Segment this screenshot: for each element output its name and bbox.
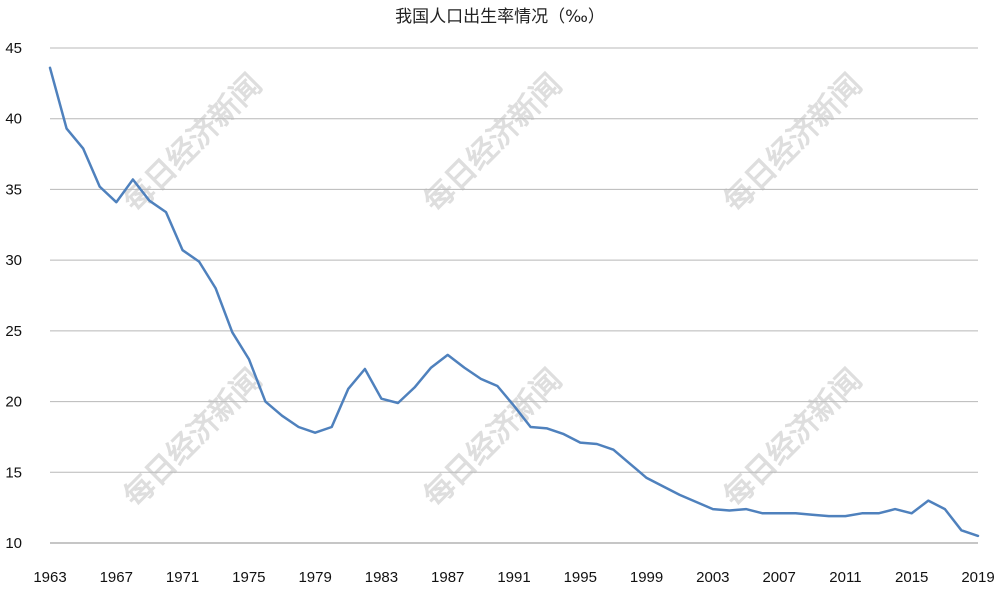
- data-point: [761, 512, 764, 515]
- x-tick-label: 1971: [166, 569, 199, 586]
- x-tick-label: 1967: [100, 569, 133, 586]
- data-point: [943, 508, 946, 510]
- data-point: [811, 513, 814, 516]
- data-point: [662, 485, 665, 488]
- data-point: [446, 354, 449, 356]
- data-point: [65, 127, 68, 130]
- data-point: [214, 287, 217, 290]
- x-tick-label: 1963: [33, 569, 66, 586]
- x-tick-label: 1975: [232, 569, 265, 586]
- data-point: [148, 199, 151, 202]
- data-point: [827, 515, 830, 518]
- data-point: [131, 178, 134, 181]
- data-point: [595, 443, 598, 445]
- x-tick-label: 2019: [961, 569, 994, 586]
- data-point: [479, 378, 482, 380]
- data-point: [198, 260, 201, 263]
- series-layer: [48, 66, 980, 538]
- data-point: [894, 508, 897, 510]
- data-point: [745, 508, 747, 510]
- data-point: [645, 477, 648, 479]
- data-point: [778, 512, 781, 515]
- x-tick-label: 2003: [696, 569, 729, 586]
- data-point: [513, 404, 515, 407]
- data-point: [165, 211, 167, 213]
- data-point: [960, 529, 963, 532]
- data-point: [629, 462, 631, 465]
- data-point: [397, 402, 399, 404]
- x-tick-label: 2015: [895, 569, 928, 586]
- data-point: [330, 426, 333, 428]
- data-point: [181, 249, 184, 252]
- data-point: [794, 512, 797, 515]
- data-point: [728, 509, 731, 512]
- data-point: [579, 441, 582, 444]
- data-point: [877, 512, 880, 515]
- y-axis-tick-labels: 10 15 20 25 30 35 40 45: [5, 40, 22, 552]
- x-tick-label: 2007: [762, 569, 795, 586]
- data-point: [695, 501, 698, 503]
- y-tick-label: 15: [5, 464, 22, 481]
- y-tick-label: 25: [5, 323, 22, 340]
- data-point: [977, 535, 979, 537]
- x-tick-label: 2011: [829, 569, 861, 586]
- data-point: [281, 414, 283, 417]
- data-point: [380, 397, 383, 400]
- y-tick-label: 10: [5, 535, 22, 552]
- data-point: [463, 366, 466, 369]
- y-tick-label: 30: [5, 252, 22, 269]
- data-point: [430, 366, 433, 369]
- data-point: [927, 499, 930, 502]
- watermark-text: 每日经济新闻: [717, 362, 869, 514]
- data-point: [264, 400, 267, 403]
- data-point: [297, 426, 300, 428]
- data-point: [529, 426, 532, 428]
- data-point: [82, 147, 85, 150]
- x-tick-label: 1983: [365, 569, 398, 586]
- data-point: [612, 448, 615, 451]
- watermark-text: 每日经济新闻: [717, 67, 869, 219]
- x-tick-label: 1995: [564, 569, 597, 586]
- data-point: [49, 66, 51, 69]
- data-point: [314, 431, 317, 434]
- y-tick-label: 40: [5, 111, 22, 128]
- data-point: [711, 508, 714, 510]
- watermark-text: 每日经济新闻: [117, 67, 269, 219]
- data-point: [496, 385, 499, 387]
- data-point: [844, 515, 847, 518]
- chart-title: 我国人口出生率情况（‰）: [395, 7, 605, 27]
- y-gridlines: [50, 47, 978, 473]
- y-tick-label: 45: [5, 40, 22, 57]
- data-point: [363, 368, 366, 370]
- y-tick-label: 20: [5, 394, 22, 411]
- data-point: [861, 512, 863, 515]
- watermark-text: 每日经济新闻: [417, 67, 569, 219]
- data-point: [910, 512, 913, 515]
- data-point: [347, 387, 350, 390]
- data-point: [247, 358, 250, 361]
- data-point: [546, 427, 549, 430]
- data-point: [231, 331, 234, 334]
- x-tick-label: 1999: [630, 569, 663, 586]
- data-point: [98, 185, 101, 188]
- data-point: [678, 494, 681, 496]
- data-point: [413, 386, 416, 389]
- x-tick-label: 1987: [431, 569, 464, 586]
- x-tick-label: 1979: [298, 569, 331, 586]
- watermark-text: 每日经济新闻: [117, 362, 269, 514]
- x-axis-tick-labels: 1963 1967 1971 1975 1979 1983 1987 1991 1995 1999…: [33, 569, 994, 586]
- data-point: [115, 201, 118, 204]
- x-tick-label: 1991: [497, 569, 530, 586]
- data-point: [562, 433, 565, 435]
- y-tick-label: 35: [5, 181, 22, 198]
